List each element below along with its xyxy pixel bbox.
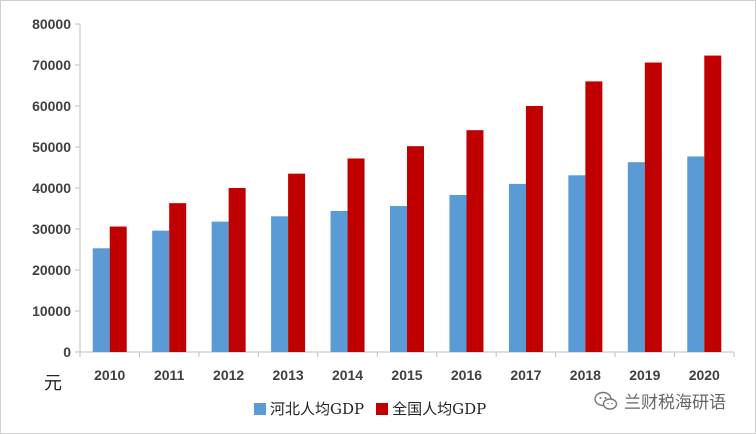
legend-swatch-national xyxy=(376,402,389,415)
x-tick-label: 2011 xyxy=(154,367,185,383)
bar-national-2018 xyxy=(585,81,603,353)
x-tick-label: 2013 xyxy=(273,367,304,383)
bar-hebei-2016 xyxy=(449,194,467,352)
legend: 河北人均GDP 全国人均GDP xyxy=(254,398,498,419)
bar-hebei-2013 xyxy=(271,216,289,352)
bar-hebei-2017 xyxy=(508,183,526,352)
y-tick-label: 50000 xyxy=(32,139,71,155)
y-tick-label: 0 xyxy=(63,344,71,360)
bar-hebei-2018 xyxy=(568,175,586,352)
y-tick-label: 70000 xyxy=(32,57,71,73)
bar-hebei-2020 xyxy=(687,156,705,352)
bar-hebei-2019 xyxy=(627,162,645,352)
y-tick-label: 60000 xyxy=(32,98,71,114)
x-tick-label: 2017 xyxy=(510,367,541,383)
y-axis-unit-label: 元 xyxy=(44,373,62,394)
bar-national-2016 xyxy=(466,130,484,352)
bar-hebei-2011 xyxy=(152,230,170,352)
legend-label-hebei: 河北人均GDP xyxy=(270,400,365,418)
bar-national-2013 xyxy=(288,173,306,352)
bar-national-2020 xyxy=(704,55,722,352)
wechat-icon xyxy=(594,391,618,410)
watermark-text: 兰财税海研语 xyxy=(624,393,726,413)
y-tick-label: 40000 xyxy=(32,180,71,196)
bar-national-2019 xyxy=(644,62,662,352)
bar-hebei-2010 xyxy=(92,248,110,352)
x-tick-label: 2012 xyxy=(213,367,244,383)
x-tick-label: 2015 xyxy=(391,367,422,383)
x-tick-label: 2020 xyxy=(689,367,720,383)
legend-swatch-hebei xyxy=(254,402,266,415)
legend-item-hebei: 河北人均GDP xyxy=(254,398,364,419)
x-tick-label: 2014 xyxy=(332,367,363,383)
y-tick-label: 10000 xyxy=(32,303,71,319)
y-tick-label: 80000 xyxy=(32,16,71,32)
y-tick-label: 30000 xyxy=(32,221,71,237)
bar-national-2017 xyxy=(525,106,543,352)
legend-item-national: 全国人均GDP xyxy=(376,398,486,419)
watermark: 兰财税海研语 xyxy=(594,388,726,413)
bar-national-2011 xyxy=(169,203,187,352)
x-tick-label: 2018 xyxy=(570,367,601,383)
x-tick-label: 2016 xyxy=(451,367,482,383)
chart-labels: 0 10000 20000 30000 40000 50000 60000 70000 8000… xyxy=(32,16,720,383)
bar-national-2014 xyxy=(347,158,365,352)
bar-hebei-2015 xyxy=(390,206,407,352)
bar-hebei-2012 xyxy=(211,221,229,352)
bar-national-2012 xyxy=(228,188,246,352)
bar-national-2010 xyxy=(109,226,127,352)
chart-bars xyxy=(92,55,722,353)
x-tick-label: 2019 xyxy=(629,367,660,383)
bar-hebei-2014 xyxy=(330,210,348,352)
x-tick-label: 2010 xyxy=(94,367,125,383)
legend-label-national: 全国人均GDP xyxy=(392,400,487,418)
bar-national-2015 xyxy=(407,146,424,352)
y-tick-label: 20000 xyxy=(32,262,71,278)
